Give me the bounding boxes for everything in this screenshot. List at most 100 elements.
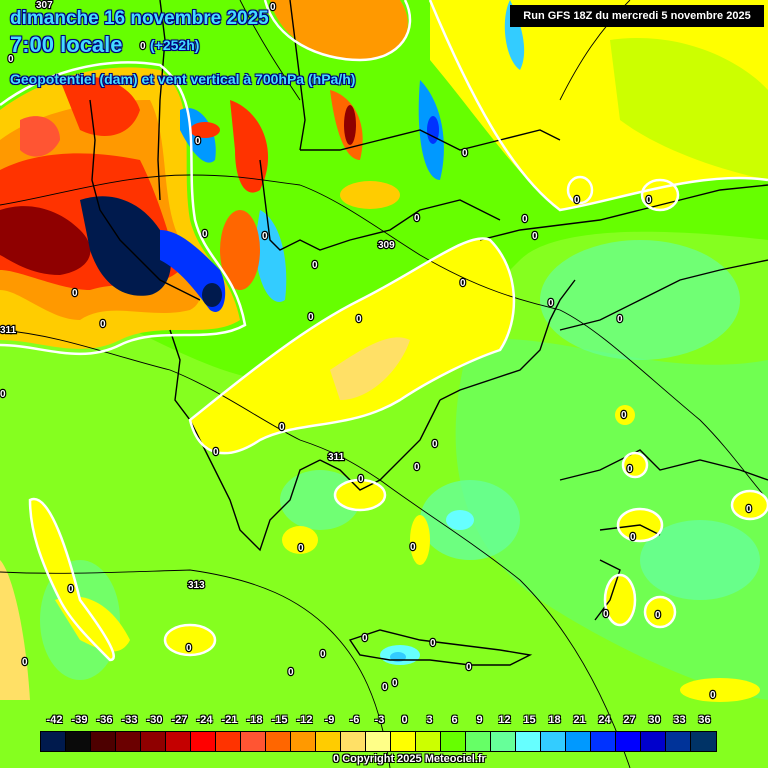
svg-text:0: 0 xyxy=(140,41,146,52)
legend-tick: -39 xyxy=(71,714,88,726)
svg-text:0: 0 xyxy=(621,410,627,421)
svg-text:0: 0 xyxy=(279,422,285,433)
forecast-offset: (+252h) xyxy=(150,37,200,53)
coastlines xyxy=(89,0,768,666)
svg-text:0: 0 xyxy=(195,136,201,147)
legend-swatch xyxy=(416,732,441,751)
legend-color-bar xyxy=(40,731,717,752)
color-legend: -42 -39 -36 -33 -30 -27 -24 -21 -18 -15 -12 -9 -6 -3 0… xyxy=(40,714,730,764)
legend-tick: -36 xyxy=(96,714,113,726)
legend-swatch xyxy=(591,732,616,751)
svg-text:0: 0 xyxy=(186,643,192,654)
isoline-label-311: 311 xyxy=(328,452,345,463)
legend-swatch xyxy=(666,732,691,751)
svg-text:0: 0 xyxy=(320,649,326,660)
forecast-date: dimanche 16 novembre 2025 xyxy=(10,8,269,29)
legend-tick: -27 xyxy=(171,714,188,726)
legend-swatch xyxy=(291,732,316,751)
svg-text:0: 0 xyxy=(288,667,294,678)
svg-text:0: 0 xyxy=(460,278,466,289)
svg-text:0: 0 xyxy=(630,532,636,543)
svg-text:0: 0 xyxy=(362,633,368,644)
legend-swatch xyxy=(91,732,116,751)
legend-swatch xyxy=(391,732,416,751)
svg-text:0: 0 xyxy=(213,447,219,458)
legend-tick: 0 xyxy=(401,714,408,726)
legend-swatch xyxy=(566,732,591,751)
legend-tick: -6 xyxy=(349,714,360,726)
zero-labels: 0 0 0 0 0 0 0 0 0 0 0 0 0 0 0 0 0 0 0 0 … xyxy=(0,1,753,702)
svg-text:0: 0 xyxy=(100,319,106,330)
legend-swatch xyxy=(216,732,241,751)
legend-tick: 36 xyxy=(698,714,711,726)
legend-tick: -18 xyxy=(246,714,263,726)
svg-text:0: 0 xyxy=(358,474,364,485)
legend-tick: -30 xyxy=(146,714,163,726)
svg-text:0: 0 xyxy=(22,657,28,668)
legend-swatch xyxy=(141,732,166,751)
svg-text:0: 0 xyxy=(432,439,438,450)
legend-swatch xyxy=(641,732,666,751)
legend-swatch xyxy=(241,732,266,751)
legend-tick: 18 xyxy=(548,714,561,726)
svg-text:0: 0 xyxy=(392,678,398,689)
svg-text:0: 0 xyxy=(262,231,268,242)
legend-swatch xyxy=(441,732,466,751)
legend-swatch xyxy=(266,732,291,751)
legend-tick: 15 xyxy=(523,714,536,726)
isoline-label-307: 307 xyxy=(36,0,53,11)
legend-swatch xyxy=(116,732,141,751)
svg-text:0: 0 xyxy=(532,231,538,242)
isoline-label-309: 309 xyxy=(378,240,395,251)
copyright-text: Copyright 2025 Meteociel.fr xyxy=(342,753,486,765)
legend-tick: 3 xyxy=(426,714,433,726)
legend-tick: -24 xyxy=(196,714,213,726)
legend-tick: -9 xyxy=(324,714,335,726)
svg-text:0: 0 xyxy=(548,298,554,309)
legend-tick: 27 xyxy=(623,714,636,726)
isoline-labels: 307 309 311 313 311 xyxy=(0,0,396,592)
svg-text:0: 0 xyxy=(603,609,609,620)
svg-text:0: 0 xyxy=(8,54,14,65)
svg-text:0: 0 xyxy=(0,389,6,400)
legend-tick-labels: -42 -39 -36 -33 -30 -27 -24 -21 -18 -15 -12 -9 -6 -3 0… xyxy=(40,714,730,728)
legend-swatch xyxy=(66,732,91,751)
svg-text:0: 0 xyxy=(655,610,661,621)
legend-tick: 12 xyxy=(498,714,511,726)
svg-text:0: 0 xyxy=(270,2,276,13)
svg-text:0: 0 xyxy=(308,312,314,323)
legend-tick: 21 xyxy=(573,714,586,726)
legend-tick: -21 xyxy=(221,714,238,726)
svg-text:0: 0 xyxy=(202,229,208,240)
svg-text:0: 0 xyxy=(414,462,420,473)
legend-swatch xyxy=(41,732,66,751)
legend-swatch xyxy=(316,732,341,751)
parameter-title: Geopotentiel (dam) et vent vertical à 70… xyxy=(10,71,356,87)
legend-swatch xyxy=(466,732,491,751)
copyright-zero: 0 xyxy=(333,753,340,765)
legend-swatch xyxy=(616,732,641,751)
svg-text:0: 0 xyxy=(617,314,623,325)
copyright: 0 Copyright 2025 Meteociel.fr xyxy=(333,753,486,765)
zero-contours xyxy=(0,0,768,662)
svg-text:0: 0 xyxy=(627,464,633,475)
svg-text:0: 0 xyxy=(462,148,468,159)
legend-swatch xyxy=(691,732,716,751)
svg-text:0: 0 xyxy=(466,662,472,673)
svg-text:0: 0 xyxy=(72,288,78,299)
svg-text:0: 0 xyxy=(414,213,420,224)
legend-swatch xyxy=(366,732,391,751)
svg-text:0: 0 xyxy=(646,195,652,206)
legend-tick: 33 xyxy=(673,714,686,726)
legend-swatch xyxy=(341,732,366,751)
legend-swatch xyxy=(491,732,516,751)
legend-tick: 6 xyxy=(451,714,458,726)
isoline-label-313: 313 xyxy=(188,580,205,591)
svg-text:0: 0 xyxy=(312,260,318,271)
svg-text:0: 0 xyxy=(746,504,752,515)
svg-text:0: 0 xyxy=(710,690,716,701)
run-info: Run GFS 18Z du mercredi 5 novembre 2025 xyxy=(510,5,764,27)
svg-text:0: 0 xyxy=(382,682,388,693)
